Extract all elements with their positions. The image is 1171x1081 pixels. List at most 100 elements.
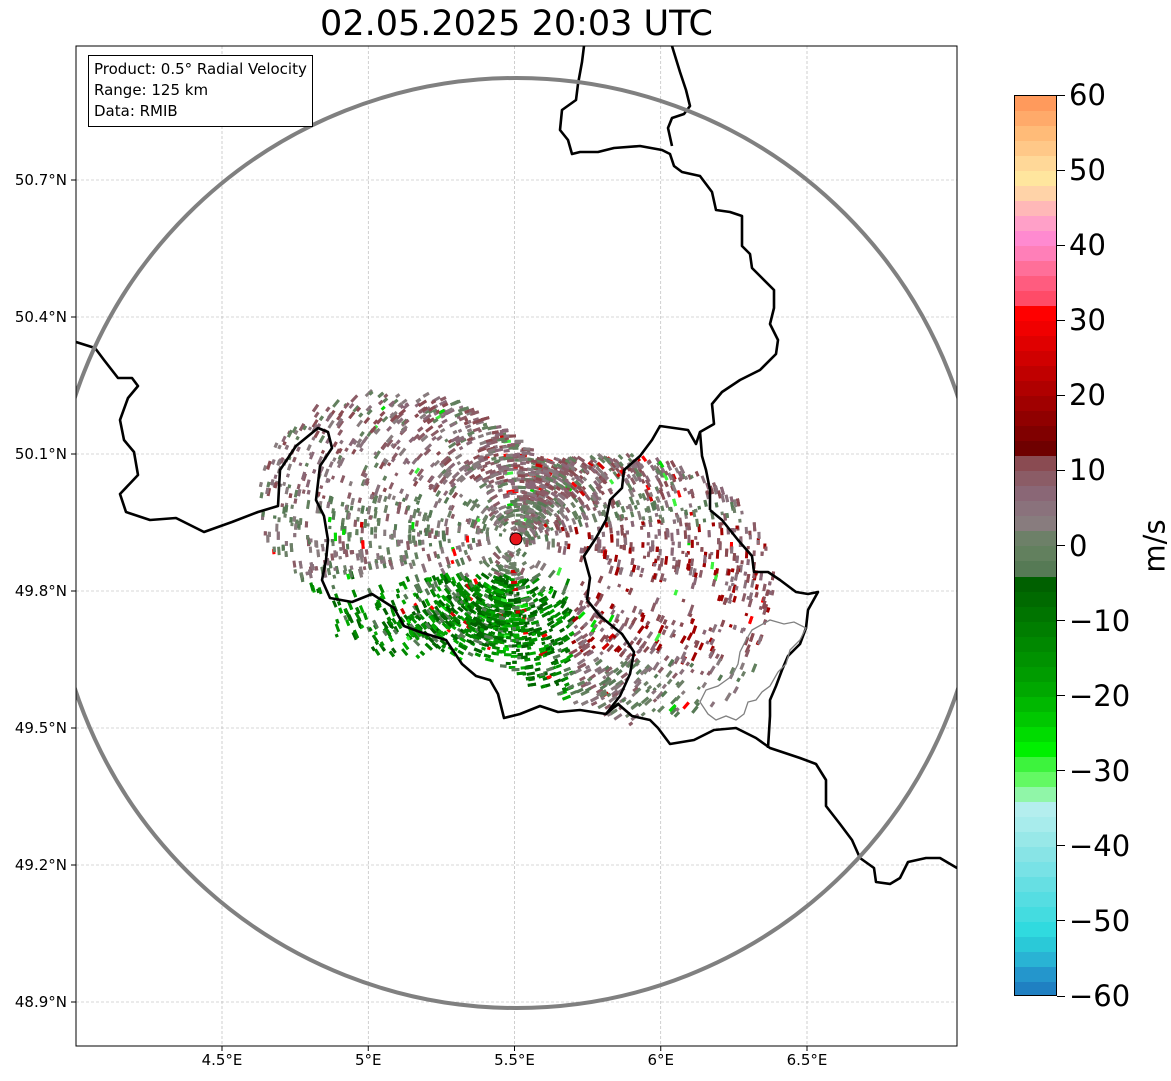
echo-pixel — [454, 453, 463, 460]
echo-pixel — [602, 546, 606, 551]
echo-pixel — [688, 566, 694, 576]
echo-pixel — [373, 510, 378, 519]
echo-pixel — [670, 547, 674, 556]
echo-pixel — [568, 648, 578, 656]
echo-pixel — [261, 511, 265, 517]
echo-pixel — [434, 530, 439, 536]
echo-pixel — [604, 638, 610, 643]
echo-pixel — [567, 615, 576, 624]
echo-pixel — [698, 642, 704, 651]
echo-pixel — [564, 541, 568, 546]
echo-pixel — [631, 605, 638, 614]
echo-pixel — [613, 554, 619, 562]
echo-pixel — [339, 474, 346, 484]
echo-pixel — [430, 429, 440, 437]
echo-pixel — [764, 546, 768, 551]
echo-pixel — [515, 513, 523, 517]
echo-pixel — [689, 474, 694, 479]
echo-pixel — [619, 544, 623, 549]
echo-pixel — [473, 498, 479, 505]
echo-pixel — [277, 517, 281, 523]
echo-pixel — [537, 535, 541, 540]
echo-pixel — [505, 661, 511, 666]
echo-pixel — [352, 439, 358, 446]
echo-pixel — [731, 584, 737, 594]
echo-pixel — [401, 648, 409, 657]
echo-pixel — [363, 472, 368, 479]
echo-pixel — [414, 402, 421, 408]
echo-pixel — [738, 518, 742, 523]
echo-pixel — [644, 475, 651, 483]
echo-pixel — [581, 485, 587, 491]
echo-pixel — [573, 606, 580, 613]
echo-pixel — [633, 504, 638, 510]
echo-pixel — [373, 631, 379, 636]
echo-pixel — [530, 536, 535, 541]
echo-pixel — [654, 534, 658, 539]
echo-pixel — [447, 468, 452, 474]
echo-pixel — [608, 467, 613, 472]
echo-pixel — [610, 466, 616, 472]
echo-pixel — [525, 652, 530, 656]
echo-pixel — [414, 574, 420, 583]
echo-pixel — [358, 604, 365, 614]
echo-pixel — [708, 637, 714, 643]
echo-pixel — [683, 644, 689, 651]
echo-pixel — [444, 438, 449, 443]
echo-pixel — [502, 520, 509, 527]
echo-pixel — [385, 513, 390, 522]
echo-pixel — [741, 593, 747, 602]
echo-pixel — [698, 569, 703, 578]
echo-pixel — [459, 557, 466, 566]
echo-pixel — [489, 514, 496, 522]
echo-pixel — [387, 493, 392, 500]
echo-pixel — [711, 522, 716, 527]
echo-pixel — [520, 625, 525, 630]
echo-pixel — [391, 495, 396, 501]
echo-pixel — [317, 587, 323, 595]
echo-pixel — [415, 452, 424, 461]
echo-pixel — [330, 475, 336, 480]
echo-pixel — [513, 502, 518, 507]
echo-pixel — [511, 651, 517, 654]
echo-pixel — [382, 629, 388, 637]
echo-pixel — [505, 505, 513, 510]
echo-pixel — [705, 490, 710, 495]
echo-pixel — [612, 470, 621, 480]
echo-pixel — [304, 521, 309, 528]
echo-pixel — [297, 524, 301, 529]
echo-pixel — [508, 666, 516, 669]
echo-pixel — [495, 545, 502, 554]
echo-pixel — [655, 546, 659, 552]
echo-pixel — [339, 547, 343, 551]
echo-pixel — [579, 675, 586, 682]
echo-pixel — [709, 701, 716, 708]
echo-pixel — [552, 670, 562, 677]
echo-pixel — [638, 608, 643, 615]
echo-pixel — [343, 549, 347, 554]
echo-pixel — [624, 537, 628, 545]
echo-pixel — [266, 487, 272, 497]
echo-pixel — [485, 431, 492, 436]
echo-pixel — [405, 635, 411, 641]
echo-pixel — [516, 641, 522, 645]
echo-pixel — [525, 460, 530, 464]
echo-pixel — [308, 546, 313, 553]
echo-pixel — [600, 549, 604, 554]
echo-pixel — [690, 651, 698, 662]
echo-pixel — [477, 428, 482, 433]
echo-pixel — [320, 449, 326, 455]
echo-pixel — [293, 569, 298, 574]
echo-pixel — [480, 529, 484, 533]
echo-pixel — [341, 541, 346, 550]
echo-pixel — [719, 594, 725, 602]
echo-pixel — [619, 660, 625, 666]
echo-pixel — [442, 490, 449, 497]
echo-pixel — [482, 523, 487, 532]
echo-pixel — [471, 537, 476, 543]
echo-pixel — [525, 497, 535, 502]
echo-pixel — [714, 653, 720, 660]
echo-pixel — [276, 531, 280, 540]
echo-pixel — [550, 464, 559, 471]
